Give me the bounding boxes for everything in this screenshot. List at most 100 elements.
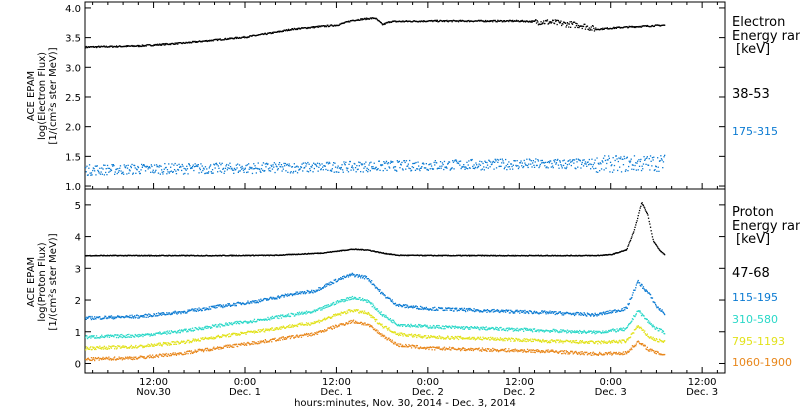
proton-data-point xyxy=(445,325,447,327)
proton-data-point xyxy=(577,312,579,314)
proton-data-point xyxy=(555,255,558,257)
electron-data-point xyxy=(290,29,292,31)
electron-data-point xyxy=(280,30,283,33)
proton-data-point xyxy=(356,249,359,251)
electron-data-point xyxy=(584,23,586,25)
proton-data-point xyxy=(308,292,310,294)
electron-data-point xyxy=(466,161,468,163)
proton-data-point xyxy=(86,346,89,349)
proton-data-point xyxy=(614,309,616,311)
electron-data-point xyxy=(113,164,115,167)
proton-data-point xyxy=(231,324,234,326)
proton-data-point xyxy=(224,323,227,325)
electron-data-point xyxy=(204,166,207,168)
electron-data-point xyxy=(122,171,124,173)
electron-data-point xyxy=(316,25,319,27)
electron-data-point xyxy=(416,168,418,170)
proton-data-point xyxy=(92,335,94,337)
proton-data-point xyxy=(256,331,258,333)
proton-data-point xyxy=(575,313,577,316)
proton-data-point xyxy=(579,313,581,315)
proton-data-point xyxy=(612,253,614,255)
electron-data-point xyxy=(394,169,396,171)
electron-data-point xyxy=(285,170,287,172)
electron-data-point xyxy=(365,161,367,163)
proton-data-point xyxy=(320,309,322,311)
electron-data-point xyxy=(354,167,357,169)
proton-data-point xyxy=(95,346,98,348)
proton-data-point xyxy=(608,312,610,314)
proton-data-point xyxy=(168,312,170,314)
proton-data-point xyxy=(160,312,162,314)
proton-data-point xyxy=(189,309,191,312)
proton-data-point xyxy=(647,320,650,322)
proton-data-point xyxy=(85,336,87,339)
proton-data-point xyxy=(362,249,364,251)
proton-data-point xyxy=(199,340,201,342)
proton-data-point xyxy=(222,306,224,309)
proton-data-point xyxy=(97,337,99,339)
proton-data-point xyxy=(209,255,211,257)
electron-data-point xyxy=(409,159,411,162)
proton-data-point xyxy=(598,330,600,332)
proton-data-point xyxy=(580,254,582,257)
proton-data-point xyxy=(393,303,395,305)
proton-data-point xyxy=(311,289,313,291)
electron-data-point xyxy=(324,26,326,28)
electron-data-point xyxy=(658,24,661,26)
electron-data-point xyxy=(359,161,361,164)
electron-data-point xyxy=(138,44,140,47)
electron-data-point xyxy=(555,19,558,21)
electron-data-point xyxy=(296,28,298,30)
proton-data-point xyxy=(300,253,302,256)
proton-data-point xyxy=(508,309,510,311)
electron-data-point xyxy=(310,166,312,168)
proton-data-point xyxy=(481,255,483,257)
proton-data-point xyxy=(644,290,646,292)
proton-data-point xyxy=(262,299,264,302)
electron-data-point xyxy=(190,42,192,44)
electron-data-point xyxy=(147,168,149,170)
proton-data-point xyxy=(460,327,462,329)
proton-data-point xyxy=(633,229,636,231)
proton-data-point xyxy=(150,345,152,347)
proton-data-point xyxy=(524,312,527,314)
electron-data-point xyxy=(331,168,333,170)
proton-data-point xyxy=(347,276,350,278)
proton-data-point xyxy=(144,334,146,336)
proton-data-point xyxy=(184,329,187,331)
electron-data-point xyxy=(332,25,334,27)
proton-data-point xyxy=(378,310,380,312)
electron-data-point xyxy=(550,21,552,23)
proton-data-point xyxy=(217,335,219,337)
electron-data-point xyxy=(323,25,325,27)
electron-data-point xyxy=(254,165,256,167)
electron-data-point xyxy=(92,45,94,48)
proton-data-point xyxy=(228,304,230,306)
electron-data-point xyxy=(253,163,255,165)
electron-data-point xyxy=(486,164,489,166)
proton-data-point xyxy=(140,315,142,317)
proton-data-point xyxy=(390,253,393,255)
proton-data-point xyxy=(309,253,311,255)
proton-data-point xyxy=(591,332,593,334)
proton-data-point xyxy=(126,315,129,317)
proton-data-point xyxy=(415,305,417,307)
electron-data-point xyxy=(427,169,429,171)
proton-data-point xyxy=(189,340,191,343)
electron-data-point xyxy=(644,159,646,161)
proton-data-point xyxy=(476,309,478,311)
proton-data-point xyxy=(240,255,242,257)
proton-data-point xyxy=(376,287,379,289)
proton-data-point xyxy=(589,330,591,332)
electron-data-point xyxy=(508,20,510,23)
electron-data-point xyxy=(412,166,415,169)
electron-data-point xyxy=(590,168,592,170)
electron-data-point xyxy=(205,40,207,42)
proton-data-point xyxy=(628,324,630,326)
proton-data-point xyxy=(132,346,134,348)
electron-data-point xyxy=(420,167,422,169)
electron-data-point xyxy=(291,166,293,168)
proton-data-point xyxy=(263,330,265,333)
electron-data-point xyxy=(476,167,478,169)
